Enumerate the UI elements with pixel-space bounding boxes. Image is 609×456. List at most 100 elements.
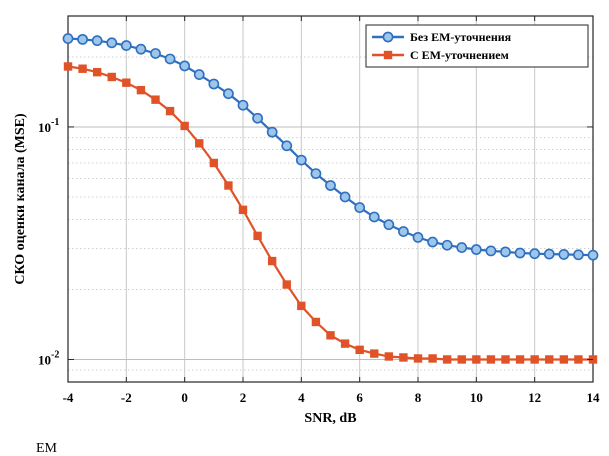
data-point-circle xyxy=(427,236,438,248)
data-point-circle xyxy=(237,99,249,111)
data-point-circle xyxy=(441,239,453,251)
data-point-square xyxy=(530,355,539,364)
series-without-em xyxy=(62,33,599,261)
data-point-square xyxy=(107,72,116,82)
data-point-square xyxy=(63,62,73,71)
data-point-circle xyxy=(470,244,482,255)
data-point-circle xyxy=(368,211,380,223)
legend-item-without-em: Без ЕМ-уточнения xyxy=(372,30,512,44)
data-point-circle xyxy=(398,226,409,237)
legend-label-with-em: С ЕМ-уточнением xyxy=(410,48,509,62)
data-point-square xyxy=(297,301,306,311)
y-tick-label: 10-1 xyxy=(38,117,59,135)
series-with-em xyxy=(63,62,598,364)
data-point-circle xyxy=(223,88,234,100)
data-point-circle xyxy=(325,180,336,191)
data-point-circle xyxy=(91,35,103,47)
data-point-square xyxy=(282,280,291,289)
x-tick-label: 8 xyxy=(415,390,422,405)
data-point-square xyxy=(515,355,525,364)
caption-fragment: EM xyxy=(36,441,58,456)
data-point-square xyxy=(122,78,131,87)
legend-marker-square-icon xyxy=(383,50,393,60)
grid xyxy=(68,16,593,382)
x-tick-label: -2 xyxy=(121,390,132,405)
legend-box xyxy=(365,24,589,68)
data-point-circle xyxy=(310,168,322,180)
data-point-square xyxy=(267,256,277,266)
data-point-circle xyxy=(456,242,468,253)
data-point-circle xyxy=(281,140,293,152)
series-layer xyxy=(62,33,599,364)
data-point-circle xyxy=(529,248,541,260)
legend: Без ЕМ-уточнения С ЕМ-уточнением xyxy=(365,24,589,68)
data-point-square xyxy=(209,158,219,168)
data-point-square xyxy=(165,106,175,116)
data-point-circle xyxy=(106,37,118,49)
data-point-circle xyxy=(383,219,395,231)
series-line xyxy=(67,37,594,257)
data-point-square xyxy=(486,355,496,364)
data-point-square xyxy=(428,354,437,363)
x-axis-label: SNR, dB xyxy=(304,411,356,426)
x-tick-label: 6 xyxy=(356,390,363,405)
data-point-square xyxy=(457,355,466,364)
data-point-circle xyxy=(339,191,351,203)
data-point-circle xyxy=(77,33,88,45)
legend-marker-circle-icon xyxy=(382,31,394,43)
data-point-circle xyxy=(485,245,497,257)
plot-area-frame xyxy=(67,15,594,383)
x-tick-label: -4 xyxy=(63,390,74,405)
data-point-circle xyxy=(135,43,147,55)
data-point-circle xyxy=(252,112,263,124)
y-tick-label: 10-2 xyxy=(38,349,59,367)
data-point-circle xyxy=(412,231,424,243)
data-point-circle xyxy=(558,249,570,260)
data-point-circle xyxy=(164,53,176,65)
y-axis-label: СКО оценки канала (MSE) xyxy=(13,113,28,285)
data-point-square xyxy=(545,355,554,364)
data-point-circle xyxy=(543,248,555,260)
data-point-square xyxy=(151,95,160,104)
x-tick-label: 10 xyxy=(470,390,483,405)
data-point-square xyxy=(224,181,233,190)
data-point-circle xyxy=(208,78,220,90)
data-point-circle xyxy=(587,249,599,261)
legend-label-without-em: Без ЕМ-уточнения xyxy=(410,30,512,44)
data-point-circle xyxy=(179,60,191,72)
data-point-square xyxy=(311,317,321,327)
data-point-circle xyxy=(120,40,132,51)
data-point-square xyxy=(472,355,481,364)
data-point-square xyxy=(340,339,350,348)
x-tick-label: 4 xyxy=(298,390,305,405)
data-point-square xyxy=(574,355,583,364)
data-point-square xyxy=(180,121,189,131)
data-point-circle xyxy=(295,154,307,166)
x-tick-label: 2 xyxy=(240,390,247,405)
data-point-square xyxy=(195,139,204,148)
data-point-square xyxy=(92,67,102,77)
data-point-square xyxy=(413,354,423,363)
data-point-square xyxy=(559,355,569,364)
data-point-circle xyxy=(354,202,366,213)
legend-item-with-em: С ЕМ-уточнением xyxy=(372,48,509,62)
x-tick-label: 12 xyxy=(528,390,541,405)
data-point-circle xyxy=(266,126,278,138)
data-point-circle xyxy=(514,247,526,259)
data-point-circle xyxy=(500,246,511,258)
data-point-circle xyxy=(150,48,161,59)
data-point-square xyxy=(355,345,364,355)
series-line xyxy=(67,65,593,361)
data-point-square xyxy=(442,355,452,364)
data-point-square xyxy=(501,355,510,364)
data-point-square xyxy=(253,231,262,241)
x-tick-label: 14 xyxy=(587,390,601,405)
data-point-square xyxy=(238,205,248,215)
data-point-square xyxy=(370,349,379,358)
data-point-circle xyxy=(193,69,205,80)
data-point-circle xyxy=(62,33,74,44)
data-point-square xyxy=(399,353,408,362)
data-point-square xyxy=(136,85,146,95)
tick-labels: -4 -2 0 2 4 6 8 10 12 14 10-1 10-2 xyxy=(38,16,600,405)
